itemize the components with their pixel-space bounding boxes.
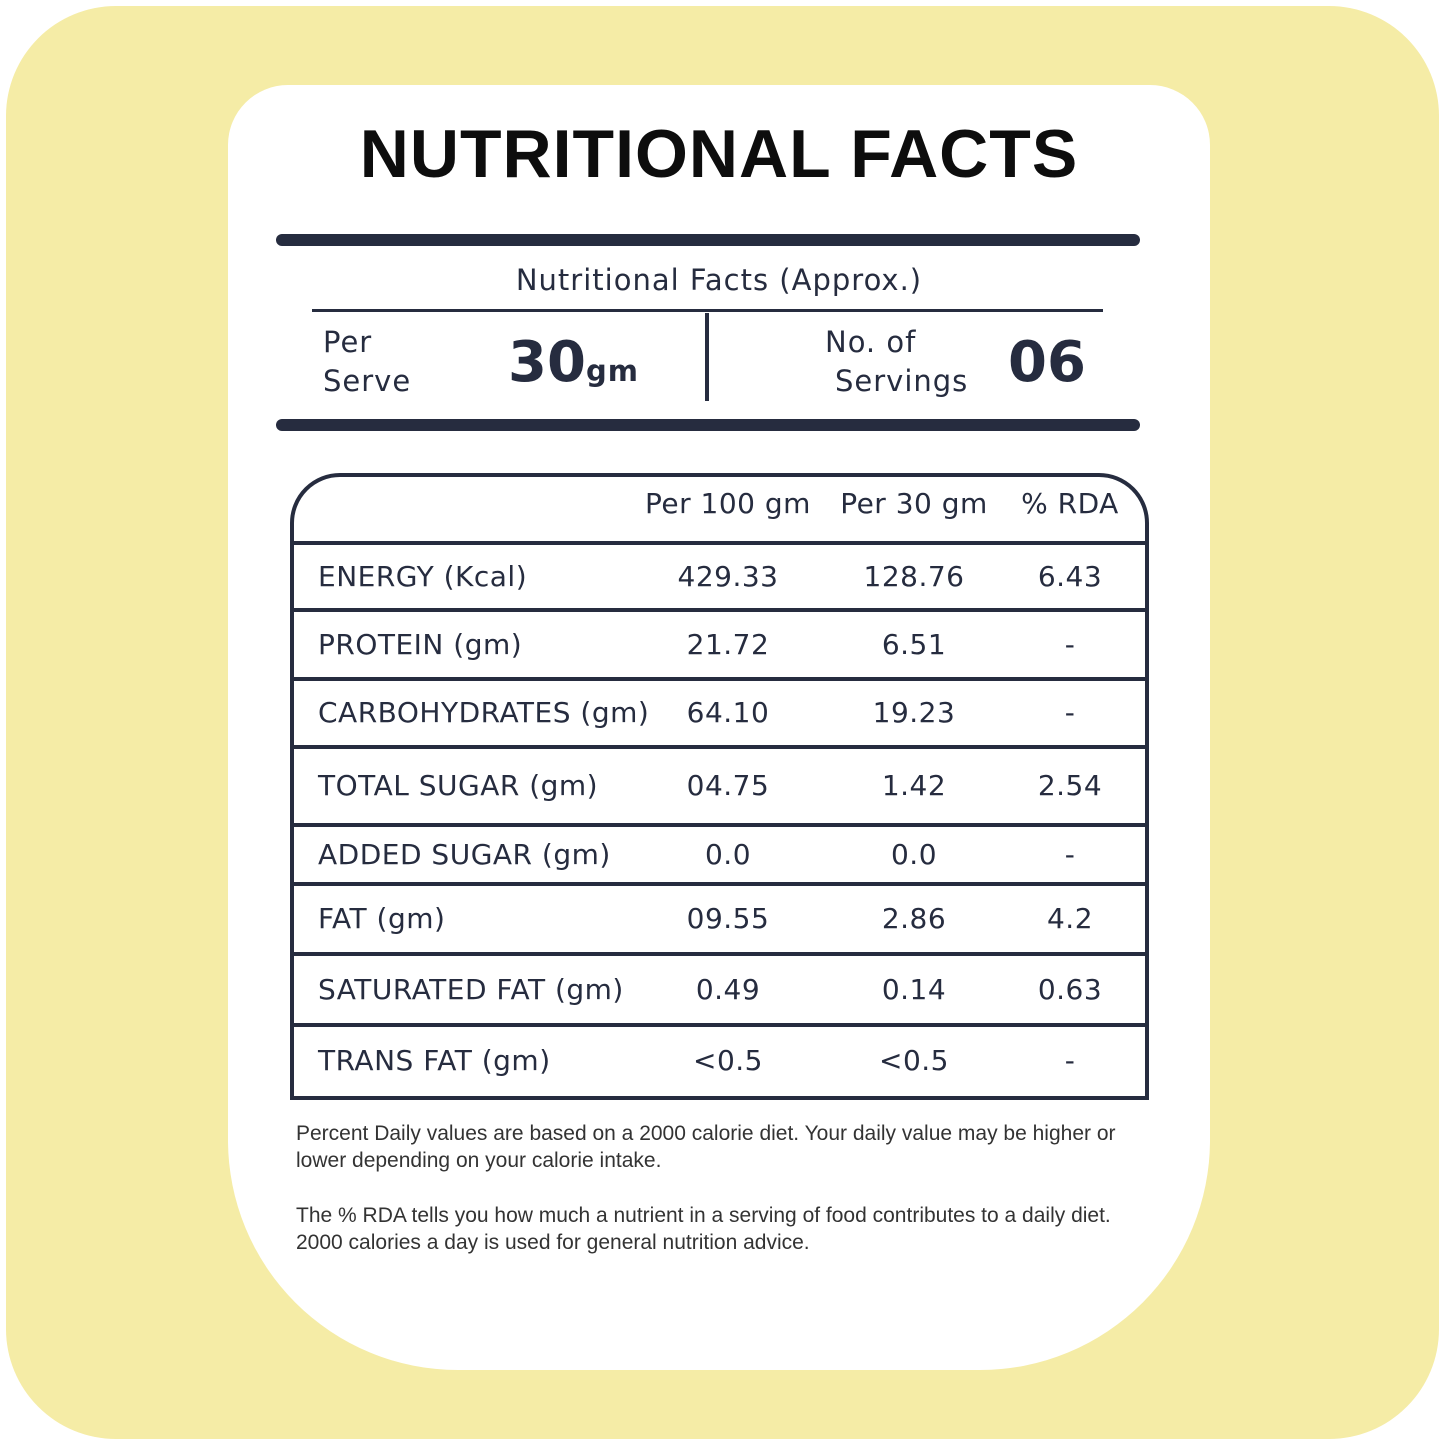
divider <box>312 309 1103 312</box>
cell: 128.76 <box>863 559 965 593</box>
divider <box>276 419 1140 431</box>
column-header: Per 30 gm <box>840 487 988 520</box>
cell: 2.86 <box>881 902 947 935</box>
cell: 6.51 <box>881 627 947 661</box>
unit: gm <box>585 354 639 388</box>
cell: 0.0 <box>890 837 938 871</box>
cell: 0.49 <box>695 972 761 1006</box>
subtitle: Nutritional Facts (Approx.) <box>515 263 923 297</box>
row-label: TRANS FAT (gm) <box>318 1043 551 1077</box>
cell: - <box>1064 696 1076 729</box>
cell: 429.33 <box>677 559 779 593</box>
serve-size: 30gm <box>508 330 639 395</box>
cell: - <box>1064 1043 1076 1077</box>
label: Serve <box>323 364 412 398</box>
cell: 0.63 <box>1037 972 1103 1006</box>
row-label: CARBOHYDRATES (gm) <box>318 696 650 729</box>
row-divider <box>290 952 1149 956</box>
cell: 09.55 <box>686 902 770 935</box>
divider <box>276 234 1140 246</box>
card <box>228 85 1210 1370</box>
row-divider <box>290 541 1149 545</box>
label: No. of <box>825 325 917 359</box>
label: Servings <box>835 364 969 398</box>
row-label: SATURATED FAT (gm) <box>318 972 624 1006</box>
servings-value: 06 <box>1008 330 1086 395</box>
row-label: ADDED SUGAR (gm) <box>318 837 611 871</box>
row-divider <box>290 1023 1149 1027</box>
cell: 1.42 <box>881 769 947 802</box>
cell: 4.2 <box>1046 902 1094 935</box>
cell: 21.72 <box>686 627 770 661</box>
cell: 6.43 <box>1037 559 1103 593</box>
row-label: TOTAL SUGAR (gm) <box>318 769 599 802</box>
label: Per <box>323 325 373 359</box>
cell: 0.14 <box>881 972 947 1006</box>
column-header: Per 100 gm <box>645 487 811 520</box>
table <box>290 473 1149 1100</box>
cell: 64.10 <box>686 696 770 729</box>
divider <box>705 313 709 401</box>
note: Percent Daily values are based on a 2000… <box>296 1122 1116 1172</box>
column-header: % RDA <box>1021 487 1119 520</box>
cell: 2.54 <box>1037 769 1103 802</box>
row-divider <box>290 823 1149 827</box>
row-label: ENERGY (Kcal) <box>318 559 528 593</box>
row-divider <box>290 745 1149 749</box>
row-label: FAT (gm) <box>318 902 446 935</box>
cell: 19.23 <box>872 696 956 729</box>
cell: <0.5 <box>693 1043 763 1077</box>
row-divider <box>290 882 1149 886</box>
note: The % RDA tells you how much a nutrient … <box>296 1204 1111 1254</box>
row-divider <box>290 677 1149 681</box>
cell: - <box>1064 837 1076 871</box>
title: NUTRITIONAL FACTS <box>359 116 1079 192</box>
row-divider <box>290 608 1149 612</box>
row-label: PROTEIN (gm) <box>318 627 523 661</box>
cell: 04.75 <box>686 769 770 802</box>
value: 30 <box>508 330 586 395</box>
cell: <0.5 <box>879 1043 949 1077</box>
cell: - <box>1064 627 1076 661</box>
cell: 0.0 <box>704 837 752 871</box>
